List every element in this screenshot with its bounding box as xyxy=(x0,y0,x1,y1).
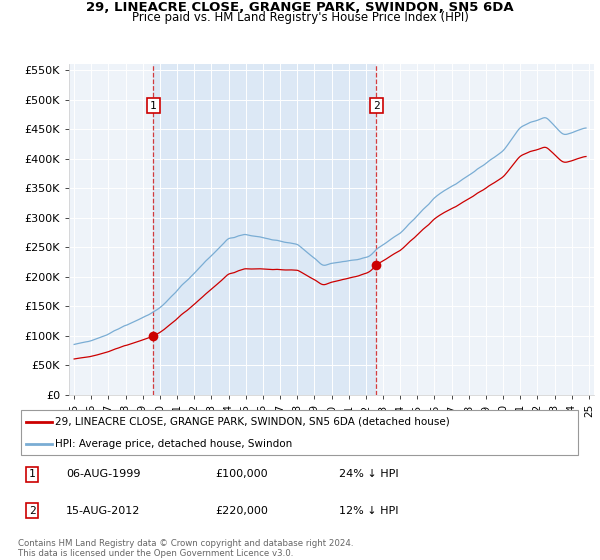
Text: 1: 1 xyxy=(29,469,35,479)
Text: HPI: Average price, detached house, Swindon: HPI: Average price, detached house, Swin… xyxy=(55,438,292,449)
Text: 06-AUG-1999: 06-AUG-1999 xyxy=(66,469,140,479)
Text: 12% ↓ HPI: 12% ↓ HPI xyxy=(340,506,399,516)
Bar xyxy=(154,64,376,395)
Text: £100,000: £100,000 xyxy=(215,469,268,479)
Text: £220,000: £220,000 xyxy=(215,506,268,516)
Text: 1: 1 xyxy=(150,101,157,111)
FancyBboxPatch shape xyxy=(21,410,578,455)
Text: 15-AUG-2012: 15-AUG-2012 xyxy=(66,506,140,516)
Text: Contains HM Land Registry data © Crown copyright and database right 2024.
This d: Contains HM Land Registry data © Crown c… xyxy=(18,539,353,558)
Text: 29, LINEACRE CLOSE, GRANGE PARK, SWINDON, SN5 6DA: 29, LINEACRE CLOSE, GRANGE PARK, SWINDON… xyxy=(86,1,514,14)
Text: Price paid vs. HM Land Registry's House Price Index (HPI): Price paid vs. HM Land Registry's House … xyxy=(131,11,469,24)
Text: 2: 2 xyxy=(373,101,380,111)
Text: 2: 2 xyxy=(29,506,35,516)
Text: 29, LINEACRE CLOSE, GRANGE PARK, SWINDON, SN5 6DA (detached house): 29, LINEACRE CLOSE, GRANGE PARK, SWINDON… xyxy=(55,417,449,427)
Text: 24% ↓ HPI: 24% ↓ HPI xyxy=(340,469,399,479)
